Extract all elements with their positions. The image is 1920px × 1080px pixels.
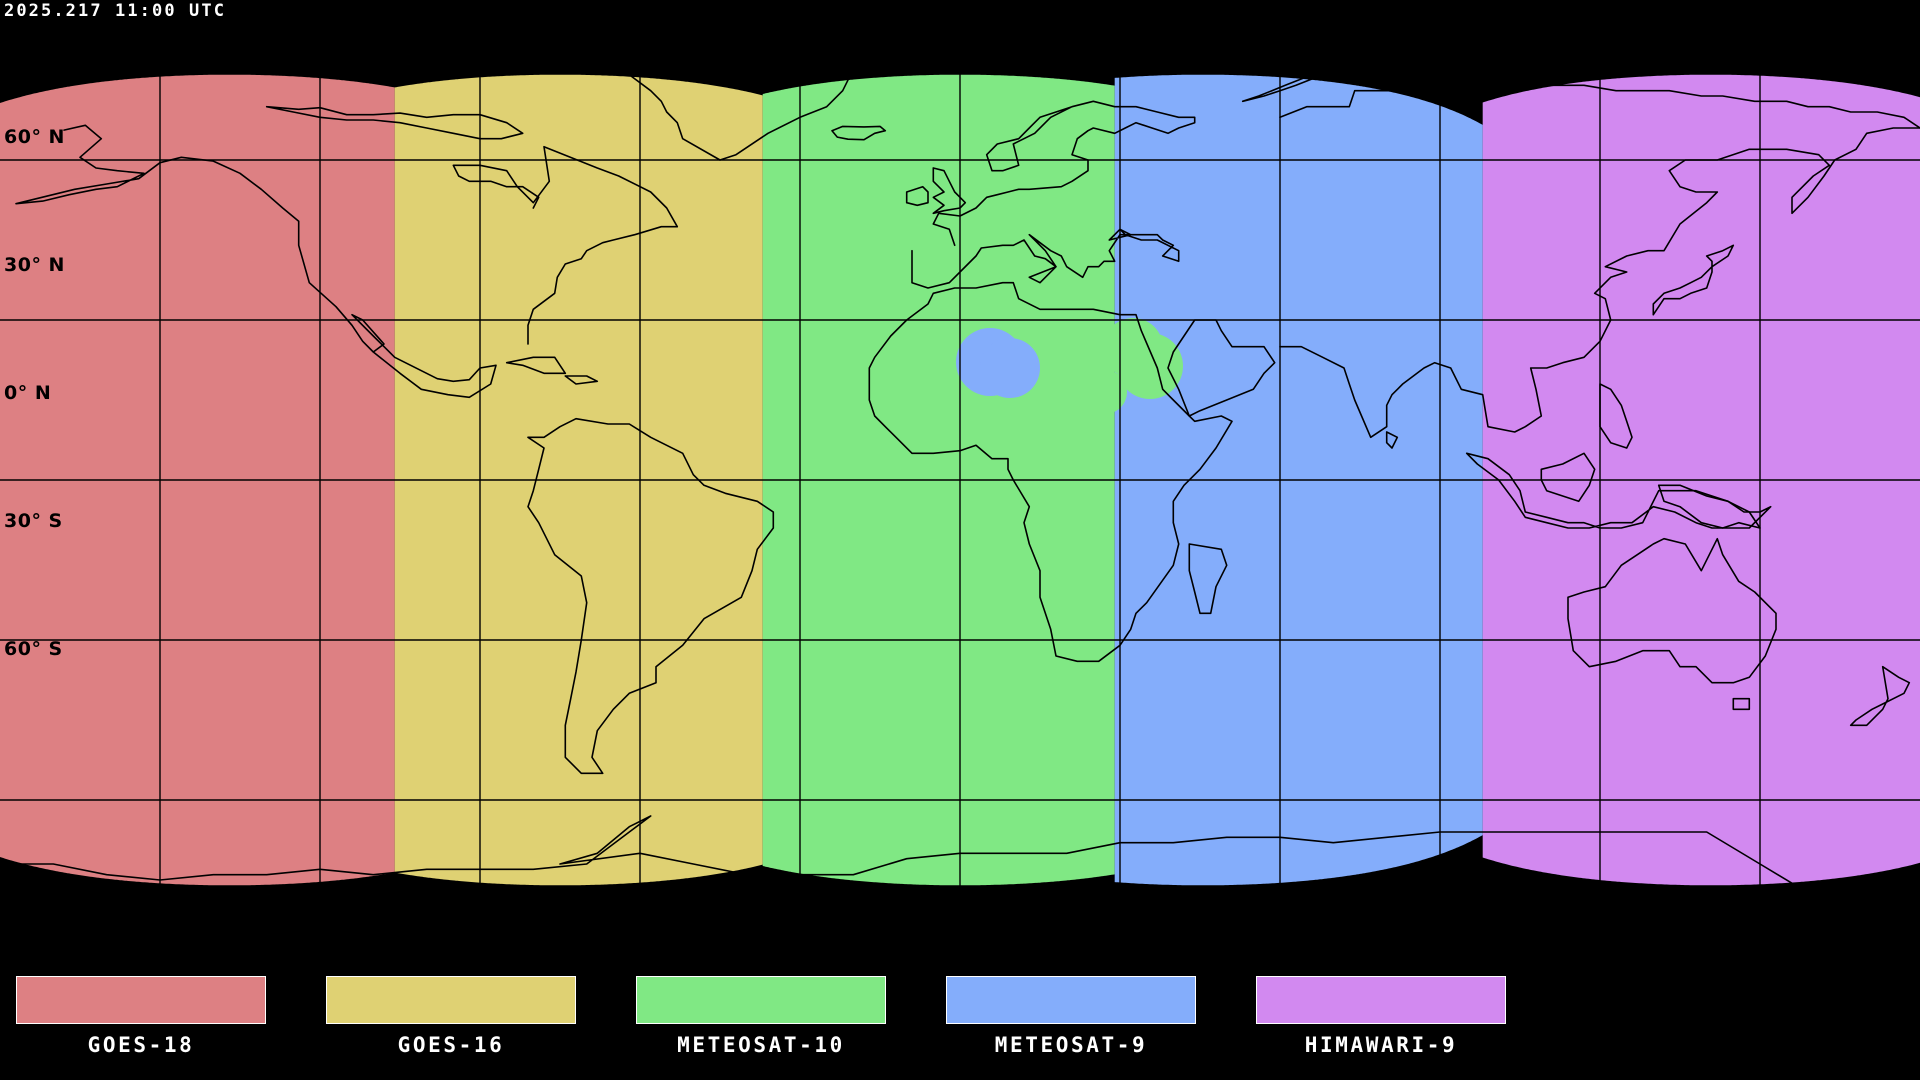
coastline-north-america — [15, 124, 497, 399]
coastline-greenland — [585, 36, 855, 161]
coastline-asia-south — [1279, 127, 1920, 439]
coastline-borneo — [1540, 452, 1596, 503]
coastline-asia-north — [1279, 68, 1920, 129]
map-canvas — [0, 0, 1920, 960]
coastline-south-america — [527, 417, 775, 775]
overlap-lobe-horn-b — [1117, 333, 1183, 399]
overlap-lobe-gulf-guinea-b — [980, 338, 1040, 398]
satellite-legend: GOES-18 GOES-16 METEOSAT-10 METEOSAT-9 H… — [0, 960, 1920, 1080]
coastline-new-zealand — [1849, 665, 1911, 727]
coastline-japan — [1652, 244, 1735, 316]
graticule-layer — [0, 0, 1920, 960]
coastline-canada-arctic — [265, 105, 524, 140]
legend-label-meteosat-9: METEOSAT-9 — [994, 1033, 1148, 1057]
legend-label-himawari-9: HIMAWARI-9 — [1304, 1033, 1458, 1057]
coastline-novaya-zemlya — [1241, 68, 1329, 103]
legend-label-goes-18: GOES-18 — [87, 1033, 195, 1057]
coastline-arabia — [1167, 319, 1276, 417]
legend-item-meteosat-10[interactable]: METEOSAT-10 — [636, 976, 886, 1057]
legend-item-goes-18[interactable]: GOES-18 — [16, 976, 266, 1057]
legend-item-meteosat-9[interactable]: METEOSAT-9 — [946, 976, 1196, 1057]
coastline-europe-north — [932, 100, 1196, 247]
legend-item-goes-16[interactable]: GOES-16 — [326, 976, 576, 1057]
coastline-svalbard — [1017, 52, 1073, 65]
coastline-new-guinea — [1657, 484, 1761, 529]
legend-label-meteosat-10: METEOSAT-10 — [677, 1033, 845, 1057]
coastline-antarctica — [0, 815, 1920, 908]
legend-swatch-meteosat-10 — [636, 976, 886, 1024]
coastline-british-isles — [932, 167, 967, 215]
coastline-hispaniola — [564, 375, 599, 385]
legend-swatch-meteosat-9 — [946, 976, 1196, 1024]
coastline-ireland — [905, 185, 929, 207]
coastline-africa — [868, 281, 1233, 663]
coastline-tasmania — [1732, 697, 1751, 711]
coastline-madagascar — [1188, 543, 1228, 615]
coastline-iceland — [831, 125, 887, 141]
coastline-australia — [1567, 537, 1777, 684]
coastline-caribbean-cuba — [505, 356, 567, 375]
coastline-layer — [0, 36, 1920, 908]
legend-swatch-goes-16 — [326, 976, 576, 1024]
legend-item-himawari-9[interactable]: HIMAWARI-9 — [1256, 976, 1506, 1057]
overlap-lobe-horn-c — [1083, 370, 1127, 414]
timestamp-label: 2025.217 11:00 UTC — [4, 1, 227, 21]
coastline-sri-lanka — [1385, 431, 1399, 449]
legend-label-goes-16: GOES-16 — [397, 1033, 505, 1057]
coastline-north-america-east — [452, 145, 679, 345]
coverage-map: 60° N 30° N 0° N 30° S 60° S — [0, 0, 1920, 960]
legend-swatch-goes-18 — [16, 976, 266, 1024]
coastline-europe — [911, 228, 1180, 289]
legend-swatch-himawari-9 — [1256, 976, 1506, 1024]
